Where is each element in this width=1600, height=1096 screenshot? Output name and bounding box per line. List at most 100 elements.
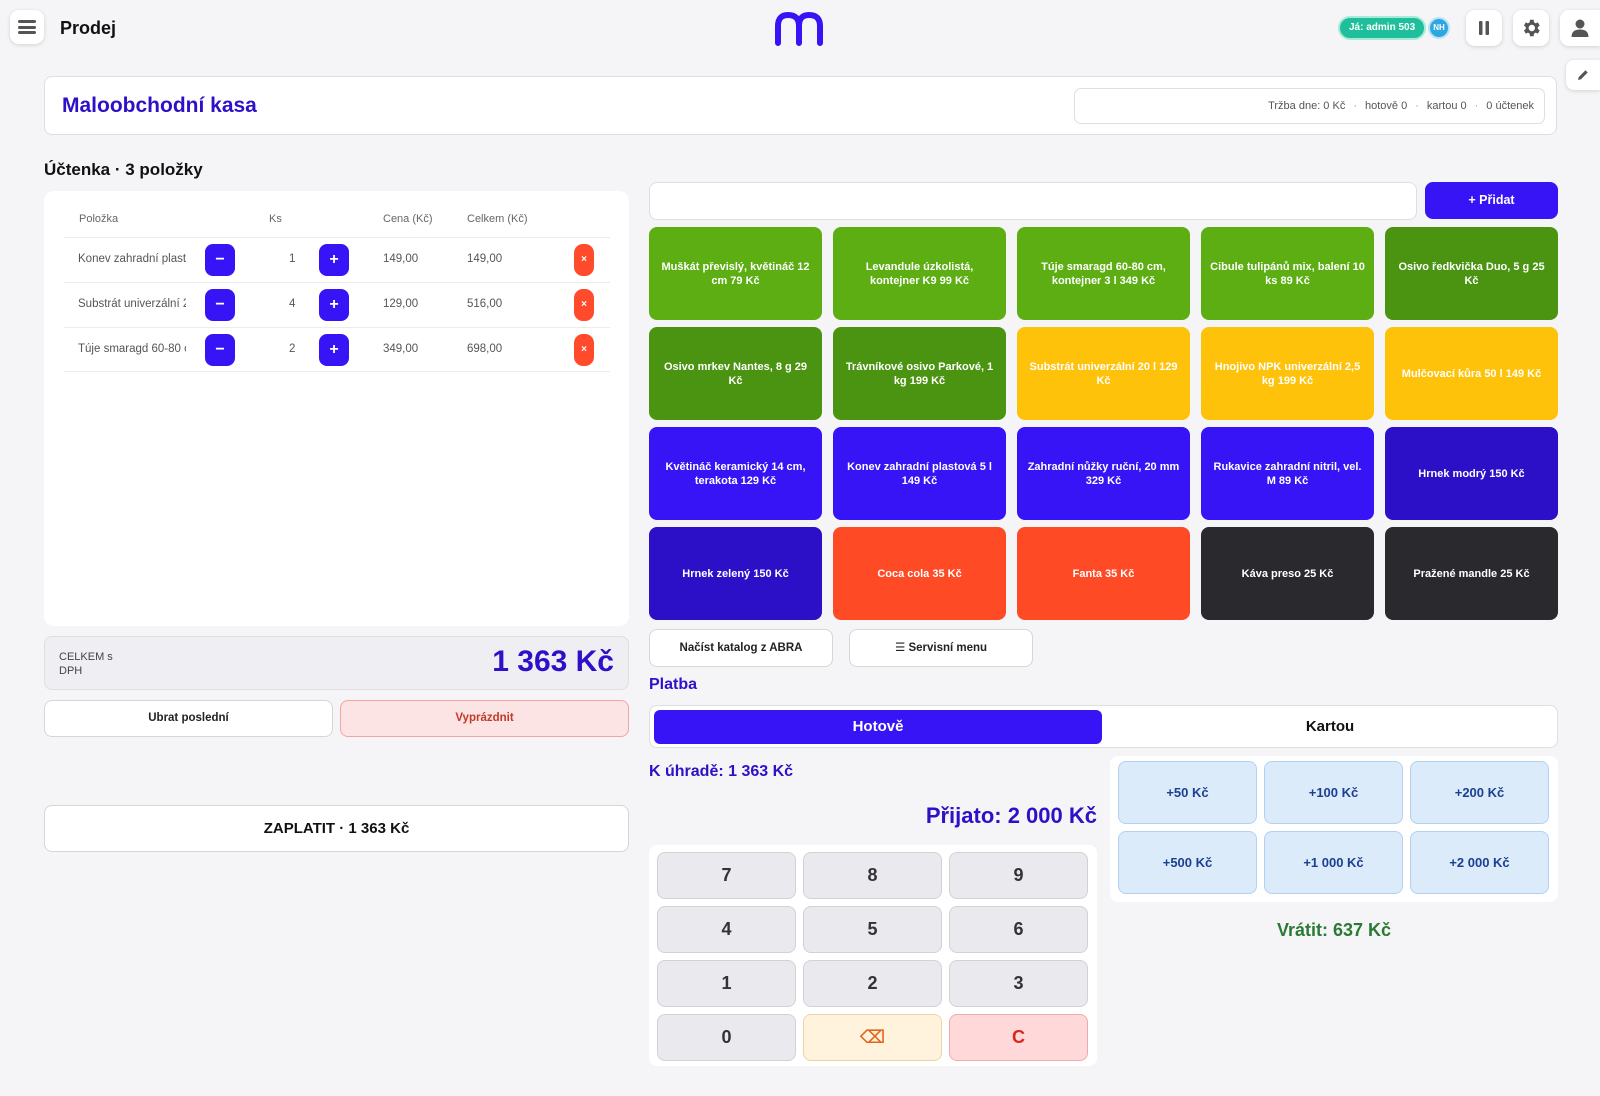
receipt-heading: Účtenka · 3 položky — [44, 160, 203, 179]
item-total: 149,00 — [467, 253, 503, 265]
item-name: Konev zahradní plastová 5 l — [78, 253, 186, 265]
table-row: Substrát univerzální 20 l − 4 + 129,00 5… — [64, 282, 610, 327]
increase-qty-button[interactable]: + — [319, 289, 349, 321]
product-tile[interactable]: Rukavice zahradní nitril, vel. M 89 Kč — [1201, 427, 1374, 520]
keypad-key-0[interactable]: 0 — [657, 1014, 796, 1061]
keypad-key-6[interactable]: 6 — [949, 906, 1088, 953]
gear-icon — [1523, 19, 1540, 37]
remove-last-button[interactable]: Ubrat poslední — [44, 700, 333, 737]
pause-icon — [1479, 21, 1489, 35]
product-tile[interactable]: Hrnek zelený 150 Kč — [649, 527, 822, 620]
item-name: Túje smaragd 60-80 cm, kontejner 3 l — [78, 343, 186, 355]
column-header-qty: Ks — [269, 213, 282, 225]
keypad-key-2[interactable]: 2 — [803, 960, 942, 1007]
stat-cash: hotově 0 — [1365, 100, 1408, 112]
receipt-total: CELKEM s DPH 1 363 Kč — [44, 636, 629, 690]
keypad-key-1[interactable]: 1 — [657, 960, 796, 1007]
keypad-key-5[interactable]: 5 — [803, 906, 942, 953]
product-tile[interactable]: Hrnek modrý 150 Kč — [1385, 427, 1558, 520]
delete-item-button[interactable]: × — [574, 244, 594, 276]
product-tile[interactable]: Mulčovací kůra 50 l 149 Kč — [1385, 327, 1558, 420]
quick-amounts: +50 Kč +100 Kč +200 Kč +500 Kč +1 000 Kč +2 0… — [1110, 756, 1558, 902]
quick-amount-button[interactable]: +2 000 Kč — [1410, 831, 1549, 894]
keypad-key-4[interactable]: 4 — [657, 906, 796, 953]
pencil-icon — [1578, 70, 1588, 80]
load-catalog-button[interactable]: Načíst katalog z ABRA — [649, 629, 833, 667]
pause-button[interactable] — [1466, 10, 1502, 46]
item-price: 149,00 — [383, 253, 419, 265]
table-row: Túje smaragd 60-80 cm, kontejner 3 l − 2… — [64, 327, 610, 372]
product-tile[interactable]: Konev zahradní plastová 5 l 149 Kč — [833, 427, 1006, 520]
payment-heading: Platba — [649, 676, 698, 693]
stat-separator: · — [1474, 100, 1479, 112]
page-title: Maloobchodní kasa — [62, 94, 257, 117]
keypad-key-9[interactable]: 9 — [949, 852, 1088, 899]
total-value: 1 363 Kč — [492, 645, 614, 678]
top-bar: Prodej Já: admin 503 NH — [0, 0, 1600, 60]
product-tile[interactable]: Substrát univerzální 20 l 129 Kč — [1017, 327, 1190, 420]
keypad-key-7[interactable]: 7 — [657, 852, 796, 899]
amount-received: Přijato: 2 000 Kč — [925, 803, 1097, 828]
header-card: Maloobchodní kasa Tržba dne: 0 Kč · hoto… — [44, 76, 1557, 135]
app-title: Prodej — [60, 18, 117, 38]
product-search-input[interactable] — [649, 182, 1417, 220]
increase-qty-button[interactable]: + — [319, 334, 349, 366]
product-tile[interactable]: Fanta 35 Kč — [1017, 527, 1190, 620]
decrease-qty-button[interactable]: − — [205, 334, 235, 366]
daily-stats: Tržba dne: 0 Kč · hotově 0 · kartou 0 · … — [1074, 88, 1545, 124]
stat-separator: · — [1415, 100, 1419, 112]
clear-receipt-button[interactable]: Vyprázdnit — [340, 700, 629, 737]
product-tile[interactable]: Trávníkové osivo Parkové, 1 kg 199 Kč — [833, 327, 1006, 420]
product-tile[interactable]: Túje smaragd 60-80 cm, kontejner 3 l 349… — [1017, 227, 1190, 320]
settings-button[interactable] — [1513, 10, 1549, 46]
quick-amount-button[interactable]: +1 000 Kč — [1264, 831, 1403, 894]
product-tile[interactable]: Hnojivo NPK univerzální 2,5 kg 199 Kč — [1201, 327, 1374, 420]
column-header-item: Položka — [79, 213, 119, 225]
backspace-key[interactable]: ⌫ — [803, 1014, 942, 1061]
edit-button[interactable] — [1566, 60, 1600, 90]
initials-badge[interactable]: NH — [1428, 17, 1450, 39]
item-qty: 2 — [289, 343, 296, 355]
change-amount: Vrátit: 637 Kč — [1276, 920, 1392, 940]
product-tile[interactable]: Muškát převislý, květináč 12 cm 79 Kč — [649, 227, 822, 320]
user-badge[interactable]: Já: admin 503 — [1338, 16, 1427, 40]
add-button[interactable]: + Přidat — [1425, 182, 1558, 219]
menu-button[interactable] — [10, 10, 44, 44]
quick-amount-button[interactable]: +50 Kč — [1118, 761, 1257, 824]
product-grid: Muškát převislý, květináč 12 cm 79 Kč Lev… — [649, 227, 1558, 620]
account-button[interactable] — [1560, 10, 1600, 46]
product-tile[interactable]: Coca cola 35 Kč — [833, 527, 1006, 620]
tab-card[interactable]: Kartou — [1305, 718, 1355, 735]
quick-amount-button[interactable]: +500 Kč — [1118, 831, 1257, 894]
product-tile[interactable]: Květináč keramický 14 cm, terakota 129 K… — [649, 427, 822, 520]
product-tile[interactable]: Levandule úzkolistá, kontejner K9 99 Kč — [833, 227, 1006, 320]
menu-icon — [18, 20, 36, 34]
quick-amount-button[interactable]: +100 Kč — [1264, 761, 1403, 824]
pay-button[interactable]: ZAPLATIT · 1 363 Kč — [44, 805, 629, 852]
item-price: 129,00 — [383, 298, 419, 310]
item-qty: 4 — [289, 298, 296, 310]
keypad-key-8[interactable]: 8 — [803, 852, 942, 899]
delete-item-button[interactable]: × — [574, 334, 594, 366]
stat-receipts: 0 účtenek — [1486, 100, 1534, 112]
product-tile[interactable]: Pražené mandle 25 Kč — [1385, 527, 1558, 620]
user-icon — [1571, 19, 1589, 37]
tab-cash[interactable]: Hotově — [654, 710, 1102, 744]
delete-item-button[interactable]: × — [574, 289, 594, 321]
product-tile[interactable]: Cibule tulipánů mix, balení 10 ks 89 Kč — [1201, 227, 1374, 320]
item-price: 349,00 — [383, 343, 419, 355]
product-tile[interactable]: Zahradní nůžky ruční, 20 mm 329 Kč — [1017, 427, 1190, 520]
service-menu-button[interactable]: ☰ Servisní menu — [849, 629, 1033, 667]
product-tile[interactable]: Osivo mrkev Nantes, 8 g 29 Kč — [649, 327, 822, 420]
brand-logo — [775, 12, 823, 46]
receipt-table: Položka Ks Cena (Kč) Celkem (Kč) Konev z… — [44, 191, 629, 626]
clear-key[interactable]: C — [949, 1014, 1088, 1061]
keypad-key-3[interactable]: 3 — [949, 960, 1088, 1007]
quick-amount-button[interactable]: +200 Kč — [1410, 761, 1549, 824]
item-qty: 1 — [289, 253, 296, 265]
increase-qty-button[interactable]: + — [319, 244, 349, 276]
product-tile[interactable]: Káva preso 25 Kč — [1201, 527, 1374, 620]
decrease-qty-button[interactable]: − — [205, 289, 235, 321]
decrease-qty-button[interactable]: − — [205, 244, 235, 276]
product-tile[interactable]: Osivo ředkvička Duo, 5 g 25 Kč — [1385, 227, 1558, 320]
